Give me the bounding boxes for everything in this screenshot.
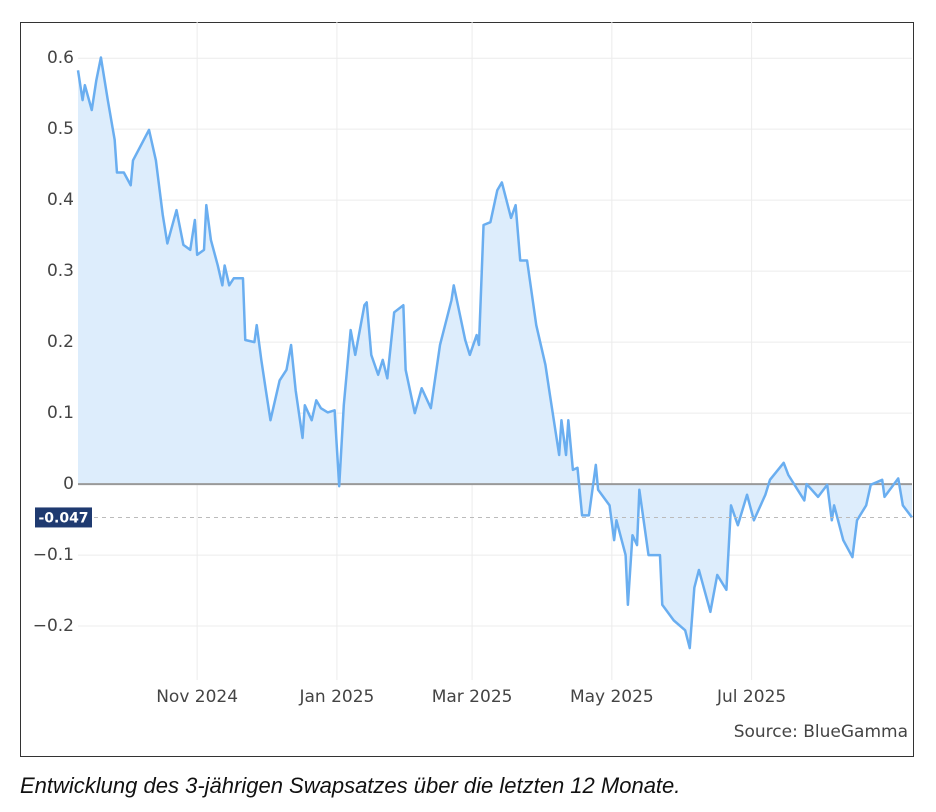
x-tick-label: Jul 2025	[716, 687, 786, 707]
line	[76, 56, 913, 650]
last-value-box	[35, 507, 92, 528]
caption: Entwicklung des 3-jährigen Swapsatzes üb…	[20, 773, 680, 798]
x-tick-label: Jan 2025	[298, 687, 374, 707]
y-tick-label: −0.2	[33, 616, 74, 636]
x-tick-label: Mar 2025	[432, 687, 513, 707]
y-tick-label: 0.4	[47, 190, 74, 210]
y-tick-label: 0.6	[47, 48, 74, 68]
x-tick-label: May 2025	[570, 687, 654, 707]
y-tick-label: 0.5	[47, 119, 74, 139]
last-value-label: -0.047	[38, 510, 88, 526]
y-tick-label: 0.1	[47, 403, 74, 423]
y-tick-label: 0.2	[47, 332, 74, 352]
y-tick-label: 0.3	[47, 261, 74, 281]
area-fill	[78, 57, 912, 649]
y-tick-label: −0.1	[33, 545, 74, 565]
source: Source: BlueGamma	[734, 722, 908, 742]
x-tick-label: Nov 2024	[156, 687, 238, 707]
y-tick-label: 0	[63, 474, 74, 494]
